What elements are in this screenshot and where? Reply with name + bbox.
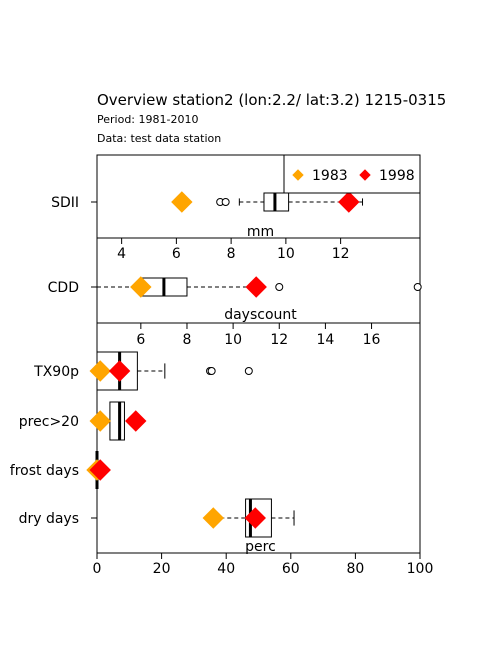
x-tick-label: 10	[277, 246, 295, 262]
x-tick-label: 60	[282, 561, 300, 577]
marker-1983	[130, 276, 152, 298]
panel-frame	[96, 322, 421, 554]
x-tick-label: 16	[363, 332, 381, 348]
row-dry-days: dry days	[19, 498, 295, 538]
marker-1998	[89, 459, 111, 481]
legend-label-1983: 1983	[312, 168, 348, 184]
axis-unit-label: perc	[245, 539, 276, 555]
legend-marker-1998	[359, 169, 371, 181]
x-tick-label: 8	[227, 246, 236, 262]
outlier-point	[275, 283, 284, 291]
row-sdii: SDII	[51, 191, 364, 213]
chart-title: Overview station2 (lon:2.2/ lat:3.2) 121…	[97, 91, 446, 109]
x-tick-label: 100	[407, 561, 434, 577]
outlier-point	[413, 283, 422, 291]
x-tick-label: 8	[183, 332, 192, 348]
chart-subtitle-data: Data: test data station	[97, 132, 221, 145]
x-tick-label: 4	[117, 246, 126, 262]
x-tick-label: 80	[346, 561, 364, 577]
marker-1998	[125, 410, 147, 432]
chart-subtitle-period: Period: 1981-2010	[97, 113, 198, 126]
category-label: dry days	[19, 511, 79, 527]
panel-2: 6 8 10 12 14 16 dayscount CDD	[48, 237, 422, 348]
marker-1998	[338, 191, 360, 213]
legend-box	[283, 154, 421, 194]
x-tick-label: 10	[224, 332, 242, 348]
legend-label-1998: 1998	[379, 168, 415, 184]
category-label: frost days	[10, 463, 79, 479]
row-tx90p: TX90p	[33, 351, 253, 391]
row-cdd: CDD	[48, 276, 422, 298]
category-label: TX90p	[33, 364, 79, 380]
iqr-box	[109, 401, 125, 441]
row-frost-days: frost days	[10, 451, 111, 489]
marker-1998	[108, 360, 131, 382]
axis-unit-label: dayscount	[224, 307, 297, 323]
category-label: CDD	[48, 280, 79, 296]
marker-1983	[202, 507, 224, 529]
panel-1: 4 6 8 10 12 mm SDII	[51, 154, 421, 262]
outlier-point	[207, 367, 216, 375]
x-tick-label: 6	[136, 332, 145, 348]
legend-marker-1983	[292, 169, 304, 181]
category-label: prec>20	[19, 414, 79, 430]
x-tick-label: 6	[172, 246, 181, 262]
x-tick-label: 20	[153, 561, 171, 577]
x-tick-label: 40	[217, 561, 235, 577]
category-label: SDII	[51, 195, 79, 211]
marker-1998	[245, 276, 267, 298]
chart-panels: 4 6 8 10 12 mm SDII 6 8 10 12 14 16 dayscount CDD 0 20 40…	[10, 154, 434, 577]
axis-unit-label: mm	[247, 224, 274, 240]
marker-1983	[89, 360, 111, 382]
legend: 1983 1998	[283, 154, 421, 194]
marker-1983	[89, 410, 111, 432]
marker-1998	[244, 507, 266, 529]
outlier-point	[221, 198, 230, 206]
x-tick-label: 0	[93, 561, 102, 577]
x-tick-label: 12	[332, 246, 350, 262]
outlier-point	[244, 367, 253, 375]
x-tick-label: 12	[270, 332, 288, 348]
panel-3: 0 20 40 60 80 100 perc TX90p prec>20 frost days dr…	[10, 322, 434, 577]
marker-1983	[171, 191, 193, 213]
x-tick-label: 14	[316, 332, 334, 348]
row-prec-20: prec>20	[19, 401, 147, 441]
